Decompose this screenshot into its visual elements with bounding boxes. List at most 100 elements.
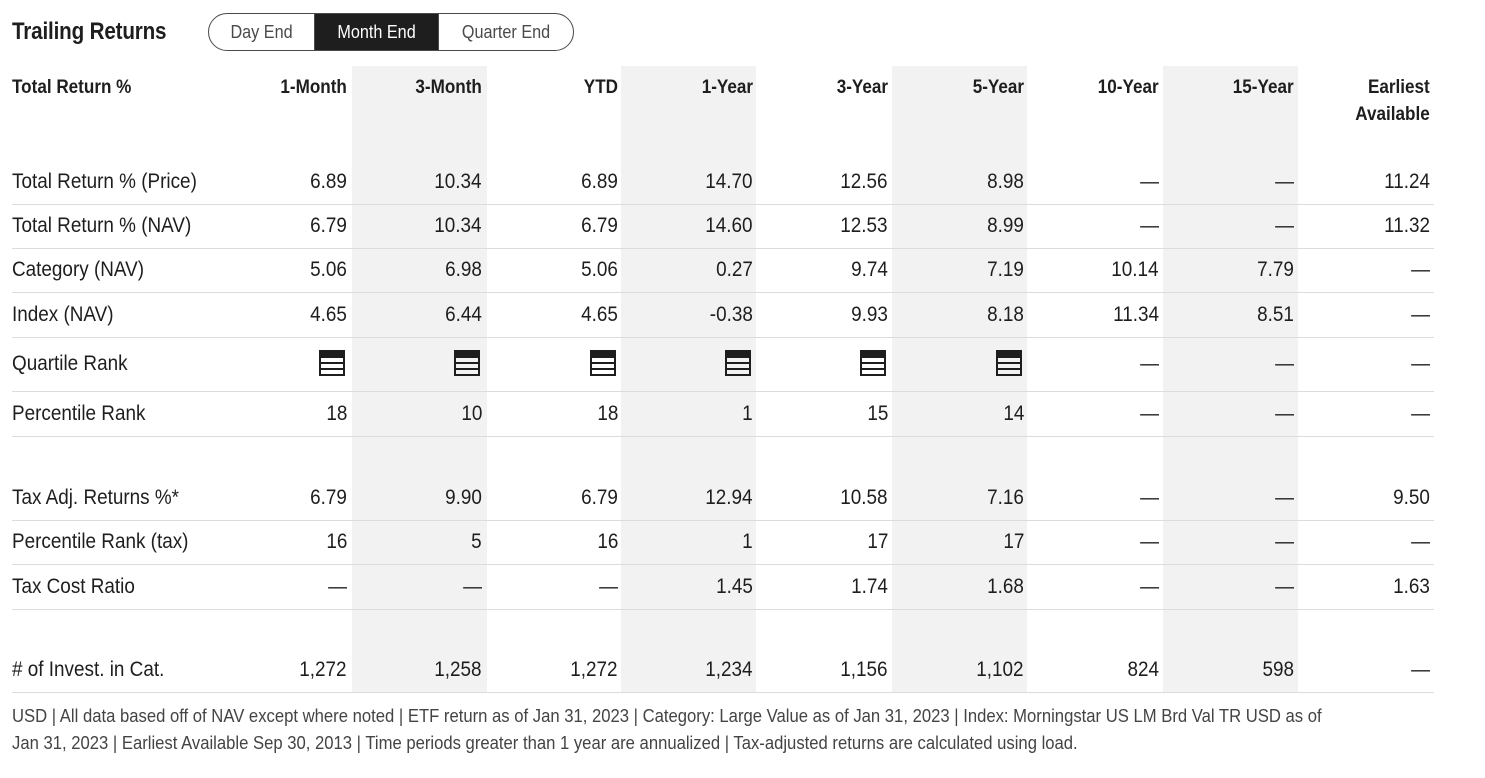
value-cell: 8.98 (987, 170, 1024, 193)
trailing-returns-table: Total Return % 1-Month 3-Month YTD 1-Year 3-Y… (12, 66, 1434, 693)
table-row: Total Return % (NAV) 6.79 10.34 6.79 14.60 12… (12, 204, 1434, 249)
value-cell: 1,156 (840, 658, 888, 681)
quartile-bar (862, 370, 884, 374)
value-cell: — (1275, 530, 1294, 553)
value-cell: 9.90 (445, 486, 482, 509)
value-cell: 6.79 (310, 214, 347, 237)
value-cell: 5.06 (310, 258, 347, 281)
quartile-rank-icon (319, 350, 345, 376)
row-label: Percentile Rank (tax) (12, 530, 189, 553)
value-cell: — (1140, 352, 1159, 375)
quartile-rank-icon (996, 350, 1022, 376)
quartile-bar (321, 364, 343, 370)
value-cell: 5 (471, 530, 482, 553)
column-header: 3-Month (415, 77, 482, 98)
quartile-rank-icon (454, 350, 480, 376)
value-cell: 11.34 (1113, 303, 1159, 326)
shaded-column-bg (892, 66, 1027, 692)
quartile-bar (456, 364, 478, 370)
value-cell: 6.79 (581, 486, 618, 509)
value-cell: 824 (1127, 658, 1159, 681)
value-cell: — (1140, 530, 1159, 553)
value-cell: 1,102 (976, 658, 1024, 681)
column-header: 1-Month (280, 77, 347, 98)
value-cell: 1.63 (1393, 575, 1430, 598)
value-cell: — (328, 575, 347, 598)
value-cell: — (599, 575, 618, 598)
quartile-bar (862, 358, 884, 364)
value-cell: 1.68 (987, 575, 1024, 598)
quartile-bar (321, 352, 343, 358)
value-cell: 15 (866, 402, 888, 425)
row-label: Total Return % (NAV) (12, 214, 192, 237)
column-header: 1-Year (701, 77, 753, 98)
column-header: 5-Year (972, 77, 1024, 98)
day-end-button[interactable]: Day End (209, 14, 315, 50)
value-cell: 7.19 (987, 258, 1024, 281)
value-cell: — (1275, 170, 1294, 193)
value-cell: 9.93 (851, 303, 888, 326)
quartile-bar (456, 370, 478, 374)
page-title: Trailing Returns (12, 18, 167, 45)
shaded-column-bg (352, 66, 487, 692)
value-cell: 8.99 (987, 214, 1024, 237)
value-cell: — (463, 575, 482, 598)
value-cell: 9.50 (1393, 486, 1430, 509)
value-cell: 10.34 (434, 170, 482, 193)
value-cell: — (1140, 575, 1159, 598)
value-cell: — (1140, 170, 1159, 193)
value-cell: — (1275, 214, 1294, 237)
value-cell: — (1140, 486, 1159, 509)
value-cell: 1,258 (434, 658, 482, 681)
value-cell: 1 (742, 402, 753, 425)
value-cell: 10 (460, 402, 482, 425)
value-cell: 1 (742, 530, 753, 553)
quartile-bar (592, 364, 614, 370)
value-cell: 18 (325, 402, 347, 425)
value-cell: 12.56 (840, 170, 888, 193)
value-cell: 4.65 (581, 303, 618, 326)
value-cell: 7.16 (987, 486, 1024, 509)
quartile-bar (998, 364, 1020, 370)
value-cell: 10.14 (1111, 258, 1159, 281)
table-row: Index (NAV) 4.65 6.44 4.65 -0.38 9.93 8.18 11.3… (12, 293, 1434, 338)
value-cell: 6.89 (581, 170, 618, 193)
value-cell: 11.24 (1384, 170, 1430, 193)
quartile-bar (456, 358, 478, 364)
quartile-bar (592, 352, 614, 358)
shaded-column-bg (1163, 66, 1298, 692)
value-cell: 17 (866, 530, 888, 553)
table-row: Total Return % (Price) 6.89 10.34 6.89 14.70… (12, 160, 1434, 205)
column-header: YTD (583, 77, 618, 98)
row-label: # of Invest. in Cat. (12, 658, 165, 681)
table-row: Tax Adj. Returns %* 6.79 9.90 6.79 12.94 10.5… (12, 476, 1434, 521)
quartile-bar (998, 358, 1020, 364)
value-cell: — (1140, 402, 1159, 425)
table-row: Percentile Rank (tax) 16 5 16 1 17 17 — — — (12, 520, 1434, 565)
quartile-bar (456, 352, 478, 358)
footnote: USD | All data based off of NAV except w… (12, 705, 1322, 753)
value-cell: 12.94 (705, 486, 753, 509)
value-cell: — (1275, 575, 1294, 598)
value-cell: -0.38 (709, 303, 753, 326)
table-row: Tax Cost Ratio — — — 1.45 1.74 1.68 — — 1.63 (12, 565, 1434, 610)
value-cell: 10.34 (434, 214, 482, 237)
value-cell: 4.65 (310, 303, 347, 326)
row-label: Tax Adj. Returns %* (12, 486, 180, 509)
value-cell: 16 (596, 530, 618, 553)
quartile-bar (862, 352, 884, 358)
row-label: Category (NAV) (12, 258, 144, 281)
value-cell: 0.27 (716, 258, 753, 281)
value-cell: 12.53 (840, 214, 888, 237)
quartile-bar (321, 370, 343, 374)
row-label: Percentile Rank (12, 402, 146, 425)
header: Trailing Returns Day End Month End Quart… (12, 13, 574, 51)
month-end-button[interactable]: Month End (314, 14, 439, 50)
value-cell: 6.98 (445, 258, 482, 281)
quartile-bar (998, 370, 1020, 374)
shaded-column-bg (621, 66, 756, 692)
column-header-label: Total Return % (12, 77, 132, 98)
quarter-end-button[interactable]: Quarter End (461, 21, 550, 42)
value-cell: — (1140, 214, 1159, 237)
value-cell: — (1275, 402, 1294, 425)
